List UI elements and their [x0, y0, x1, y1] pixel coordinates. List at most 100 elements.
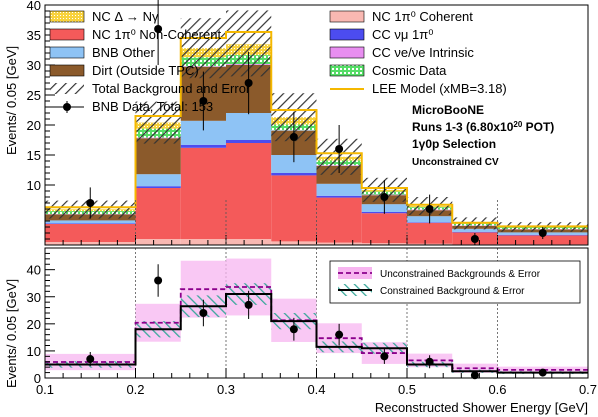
- stack-bar: [452, 231, 498, 233]
- legend-label-constrained: Constrained Background & Error: [380, 286, 525, 297]
- legend-swatch-left-2: [49, 46, 85, 59]
- annotation-pot: Runs 1-3 (6.80x1020 POT): [412, 120, 554, 135]
- error-band: [135, 101, 181, 144]
- stack-bar: [271, 175, 317, 242]
- y-tick-label: 20: [27, 317, 41, 332]
- x-axis-label: Reconstructed Shower Energy [GeV]: [375, 400, 588, 415]
- stack-bar: [452, 228, 498, 232]
- data-point: [289, 133, 298, 141]
- data-point: [470, 371, 479, 380]
- legend-swatch-right-0: [329, 10, 365, 23]
- stack-bar: [226, 143, 272, 239]
- bottom-panel: 0 10 20 30 40 0.1 0.2 0.3 0.4 0.5 0.6 0.7 Unconstrai…: [27, 247, 597, 397]
- stack-bar: [45, 223, 136, 224]
- annotation-selection: 1γ0p Selection: [412, 137, 496, 151]
- data-point: [86, 355, 95, 364]
- y-tick-label: 10: [27, 178, 41, 193]
- stack-bar: [407, 222, 453, 244]
- stack-bar: [45, 224, 136, 242]
- y-tick-label: 30: [27, 58, 41, 73]
- annotation-cv: Unconstrained CV: [412, 157, 499, 168]
- legend-swatch-right-2: [329, 46, 365, 59]
- y-tick-label: 15: [27, 148, 41, 163]
- data-point: [425, 357, 434, 366]
- legend-label-left-4: Total Background and Error: [92, 81, 251, 96]
- stack-bar: [407, 243, 453, 245]
- stack-bar: [316, 195, 362, 198]
- legend-label-left-2: BNB Other: [92, 45, 156, 60]
- x-tick-label: 0.4: [307, 382, 325, 397]
- y-tick-label: 20: [27, 118, 41, 133]
- data-point: [335, 145, 344, 153]
- legend-swatch-right-3: [329, 64, 365, 77]
- stack-bar: [135, 186, 181, 188]
- y-tick-label: 0: [34, 371, 41, 386]
- data-point: [538, 368, 547, 377]
- stack-bar: [316, 242, 362, 245]
- error-band: [180, 18, 226, 79]
- y-tick-label: 40: [27, 0, 41, 13]
- legend-label-left-3: Dirt (Outside TPC): [92, 63, 199, 78]
- y-tick-label: 10: [27, 344, 41, 359]
- data-point: [380, 352, 389, 361]
- stack-bar: [180, 147, 226, 239]
- x-tick-label: 0.2: [126, 382, 144, 397]
- top-y-axis-label: Events/ 0.05 [GeV]: [4, 46, 19, 155]
- legend-label-right-4: LEE Model (xMB=3.18): [372, 81, 507, 96]
- data-point: [425, 205, 434, 213]
- stack-bar: [180, 144, 226, 148]
- data-point: [335, 330, 344, 339]
- constrained-line: [45, 293, 588, 374]
- stack-bar: [135, 138, 181, 175]
- stack-bar: [226, 113, 272, 140]
- y-tick-label: 30: [27, 290, 41, 305]
- stack-bar: [497, 235, 588, 245]
- data-point: [199, 97, 208, 105]
- y-tick-label: 35: [27, 28, 41, 43]
- stack-bar: [361, 243, 407, 245]
- legend-swatch-left-1: [49, 28, 85, 41]
- data-point: [244, 79, 253, 87]
- data-point: [538, 229, 547, 237]
- data-point: [244, 300, 253, 309]
- annotation-experiment: MicroBooNE: [412, 103, 484, 117]
- data-point: [470, 235, 479, 243]
- data-point: [289, 325, 298, 334]
- stack-bar: [271, 173, 317, 176]
- stack-bar: [271, 155, 317, 173]
- stack-bar: [45, 220, 136, 224]
- bottom-legend: Unconstrained Backgrounds & Error Constra…: [329, 260, 581, 304]
- y-tick-label: 40: [27, 263, 41, 278]
- x-tick-label: 0.3: [217, 382, 235, 397]
- x-tick-label: 0.5: [398, 382, 416, 397]
- data-point: [199, 309, 208, 317]
- top-panel: 10 15 20 25 30 35 40 NC Δ → Nγ NC 1π⁰ Non-Cohere…: [27, 0, 589, 246]
- stack-bar: [45, 242, 136, 245]
- stack-bar: [271, 241, 317, 245]
- legend-label-left-5: BNB Data, Total: 153: [92, 99, 213, 114]
- y-tick-label: 25: [27, 88, 41, 103]
- legend-label-left-0: NC Δ → Nγ: [92, 9, 159, 24]
- stack-bar: [361, 213, 407, 244]
- stack-bar: [316, 197, 362, 243]
- data-point: [154, 276, 163, 285]
- legend-label-unconstrained: Unconstrained Backgrounds & Error: [380, 269, 541, 280]
- legend-label-right-3: Cosmic Data: [372, 63, 447, 78]
- stack-bar: [135, 174, 181, 187]
- legend-label-left-1: NC 1π⁰ Non-Coherent: [92, 27, 221, 42]
- bottom-y-axis-label: Events/ 0.05 [GeV]: [4, 279, 19, 388]
- legend-swatch-left-3: [49, 64, 85, 77]
- annotations: MicroBooNE Runs 1-3 (6.80x1020 POT) 1γ0p…: [412, 103, 554, 168]
- stack-bar: [226, 239, 272, 245]
- data-point: [86, 199, 95, 207]
- legend-swatch-left-0: [49, 10, 85, 23]
- x-tick-label: 0.6: [488, 382, 506, 397]
- x-tick-label: 0.7: [579, 382, 597, 397]
- legend-label-right-1: CC νμ 1π⁰: [372, 27, 433, 42]
- x-tick-label: 0.1: [36, 382, 54, 397]
- legend-label-right-2: CC νe/νe Intrinsic: [372, 45, 474, 60]
- stack-bar: [135, 239, 181, 245]
- legend-label-right-0: NC 1π⁰ Coherent: [372, 9, 473, 24]
- stack-bar: [226, 140, 272, 143]
